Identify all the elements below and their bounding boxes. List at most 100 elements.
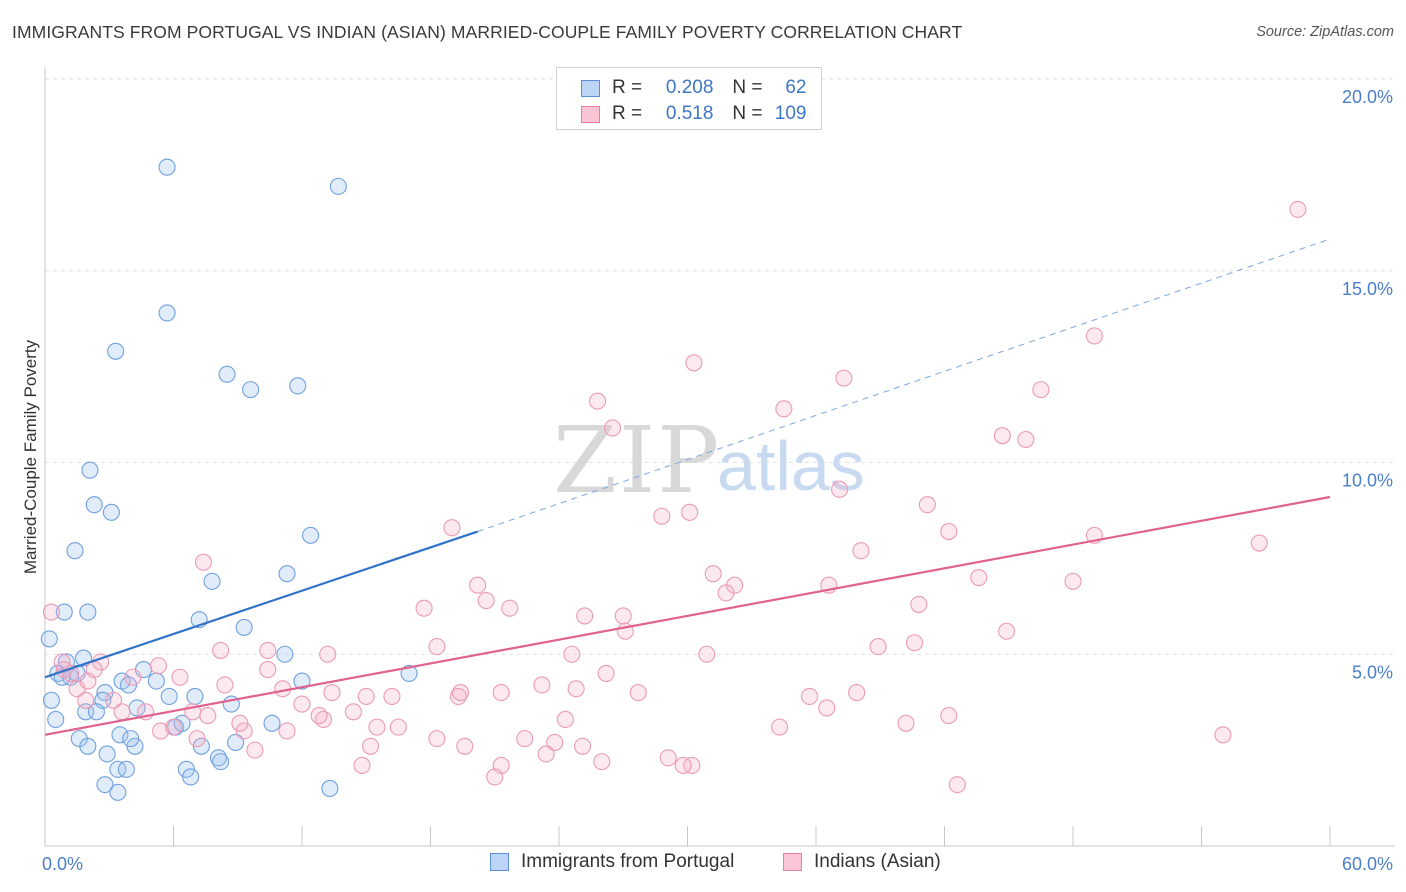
- data-point: [102, 503, 120, 521]
- data-point: [801, 687, 819, 705]
- data-point: [160, 687, 178, 705]
- x-tick-label: 60.0%: [1342, 854, 1393, 874]
- data-point: [227, 733, 245, 752]
- data-point: [1032, 381, 1050, 399]
- legend-n-value: 62: [785, 77, 807, 98]
- data-point: [259, 641, 277, 659]
- data-point: [501, 599, 519, 617]
- data-point: [910, 595, 928, 613]
- tick-labels: 5.0% 10.0% 15.0% 20.0% 0.0% 60.0% Married-Coup…: [21, 87, 1393, 874]
- data-point: [276, 645, 294, 663]
- data-point: [918, 496, 936, 514]
- data-point: [87, 703, 105, 721]
- data-point: [55, 661, 73, 679]
- data-point: [574, 737, 592, 755]
- data-point: [614, 607, 632, 625]
- data-point: [653, 507, 671, 525]
- data-point: [869, 638, 887, 656]
- y-tick-label: 5.0%: [1352, 662, 1393, 682]
- data-point: [293, 695, 311, 713]
- data-point: [212, 641, 230, 659]
- data-point: [593, 753, 611, 771]
- source-label: Source: ZipAtlas.com: [1256, 24, 1394, 40]
- data-point: [329, 177, 347, 195]
- data-point: [771, 718, 789, 736]
- data-point: [940, 522, 958, 541]
- watermark-atlas: atlas: [717, 427, 865, 505]
- data-point: [477, 592, 495, 610]
- data-point: [588, 392, 607, 410]
- legend-label-portugal: Immigrants from Portugal: [521, 851, 735, 872]
- data-point: [344, 703, 362, 721]
- data-point: [537, 745, 555, 763]
- legend-item-portugal[interactable]: Immigrants from Portugal: [490, 851, 734, 873]
- data-point: [81, 461, 99, 479]
- data-point: [319, 645, 337, 663]
- stats-legend: R = 0.208 N = 62 R = 0.518 N = 109: [556, 67, 822, 130]
- data-point: [158, 304, 176, 322]
- series-indians-asian: [42, 200, 1307, 794]
- data-point: [259, 661, 277, 679]
- data-point: [567, 680, 585, 698]
- data-point: [310, 707, 328, 725]
- data-point: [235, 618, 253, 636]
- y-tick-label: 15.0%: [1342, 279, 1393, 299]
- trend-line-portugal: [44, 530, 478, 679]
- data-point: [104, 691, 123, 709]
- legend-swatch-indians: [783, 853, 802, 871]
- data-point: [42, 603, 60, 621]
- data-point: [353, 756, 371, 775]
- data-point: [231, 714, 249, 732]
- data-point: [400, 664, 418, 682]
- data-point: [323, 684, 341, 702]
- data-point: [940, 707, 958, 725]
- data-point: [905, 634, 924, 652]
- data-point: [158, 158, 176, 176]
- data-point: [492, 684, 510, 702]
- data-point: [1250, 534, 1268, 552]
- trend-lines: [44, 239, 1331, 736]
- data-point: [469, 576, 487, 594]
- data-point: [357, 687, 375, 705]
- data-point: [775, 400, 793, 418]
- legend-n-value: 109: [774, 103, 807, 124]
- data-point: [563, 645, 581, 663]
- legend-item-indians[interactable]: Indians (Asian): [783, 851, 941, 873]
- data-point: [897, 714, 915, 732]
- grid-lines: [45, 78, 1395, 655]
- data-point: [1085, 327, 1103, 345]
- data-point: [122, 730, 140, 748]
- watermark: ZIP atlas: [553, 407, 865, 514]
- data-point: [456, 737, 474, 755]
- data-point: [443, 519, 461, 537]
- legend-r-label: R =: [612, 103, 643, 124]
- data-point: [848, 684, 866, 702]
- data-point: [597, 664, 615, 682]
- data-point: [212, 753, 230, 771]
- data-point: [79, 737, 97, 755]
- data-point: [55, 603, 73, 621]
- data-point: [40, 630, 58, 648]
- data-point: [629, 684, 647, 702]
- data-point: [389, 718, 407, 736]
- data-point: [428, 638, 446, 656]
- legend-row-portugal: R = 0.208 N = 62: [581, 76, 807, 100]
- data-point: [199, 707, 217, 725]
- data-point: [242, 381, 260, 399]
- data-point: [164, 718, 183, 736]
- y-tick-label: 10.0%: [1342, 471, 1393, 491]
- data-point: [186, 687, 204, 705]
- data-point: [603, 419, 622, 437]
- data-point: [246, 741, 264, 759]
- data-point: [1289, 200, 1307, 218]
- data-point: [173, 714, 191, 732]
- data-point: [188, 730, 206, 748]
- data-point: [47, 710, 65, 728]
- legend-r-value: 0.518: [665, 103, 714, 124]
- data-point: [1017, 430, 1035, 449]
- data-point: [659, 749, 677, 767]
- data-point: [383, 687, 401, 705]
- data-point: [98, 745, 116, 763]
- data-point: [556, 710, 574, 728]
- data-point: [77, 691, 95, 709]
